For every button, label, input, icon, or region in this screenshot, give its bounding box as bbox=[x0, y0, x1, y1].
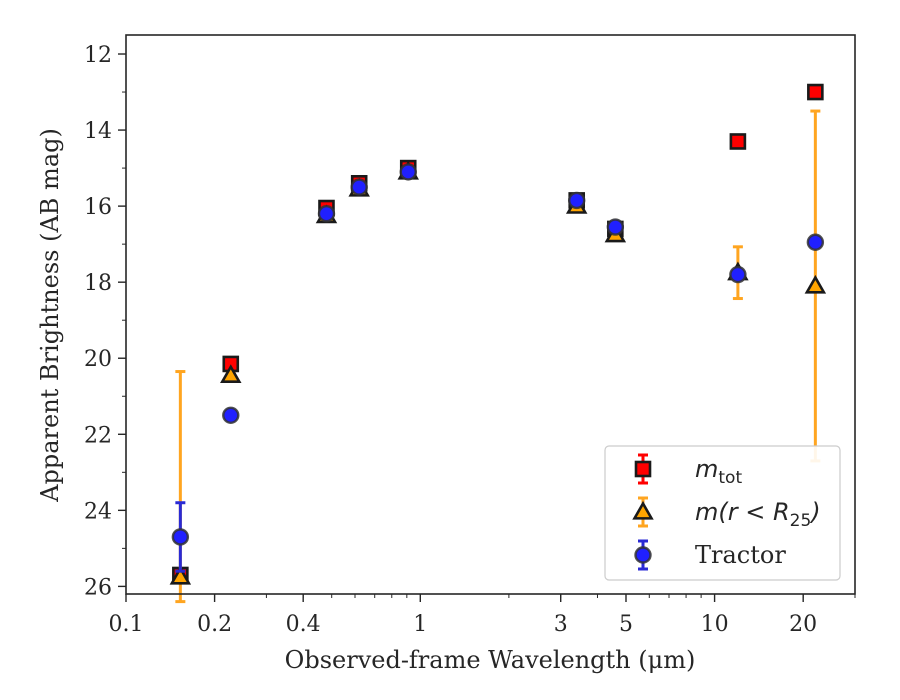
series-2-point-0 bbox=[171, 528, 190, 546]
series-2-point-3 bbox=[350, 178, 368, 196]
y-axis-label: Apparent Brightness (AB mag) bbox=[36, 128, 64, 503]
series-2-point-2 bbox=[317, 205, 336, 223]
x-tick-label-4: 3 bbox=[554, 612, 568, 637]
legend-label-2: Tractor bbox=[695, 541, 786, 569]
legend-marker-2 bbox=[634, 546, 652, 564]
series-0-point-7 bbox=[729, 133, 747, 150]
legend-label-0: mtot bbox=[695, 455, 742, 488]
x-tick-label-2: 0.4 bbox=[286, 612, 321, 637]
series-2-point-6 bbox=[606, 218, 625, 236]
x-axis-label: Observed-frame Wavelength (μm) bbox=[285, 646, 696, 674]
x-tick-label-0: 0.1 bbox=[109, 612, 144, 637]
x-tick-label-6: 10 bbox=[701, 612, 729, 637]
y-tick-label-4: 20 bbox=[84, 347, 112, 372]
series-1-point-8 bbox=[804, 274, 827, 294]
y-tick-label-1: 14 bbox=[84, 119, 112, 144]
plot-layer bbox=[169, 83, 827, 604]
x-tick-label-1: 0.2 bbox=[197, 612, 232, 637]
legend-box bbox=[604, 445, 841, 581]
y-tick-label-0: 12 bbox=[84, 43, 112, 68]
series-2-point-5 bbox=[568, 191, 586, 210]
y-tick-label-3: 18 bbox=[84, 271, 112, 296]
y-tick-label-6: 24 bbox=[84, 499, 112, 524]
legend-label-1: m(r < R25) bbox=[695, 498, 821, 531]
series-1-point-0 bbox=[169, 565, 192, 585]
legend: mtot m(r < R25) Tractor bbox=[604, 445, 841, 581]
y-tick-label-7: 26 bbox=[84, 575, 112, 600]
series-2-point-8 bbox=[806, 233, 825, 251]
series-2 bbox=[171, 163, 825, 573]
x-axis: 0.1 0.2 0.4 1 3 5 10 20 bbox=[109, 594, 856, 637]
series-1-point-1 bbox=[220, 364, 242, 384]
x-tick-label-3: 1 bbox=[413, 612, 427, 637]
series-2-point-1 bbox=[222, 406, 240, 424]
series-2-point-4 bbox=[399, 163, 417, 181]
legend-marker-1 bbox=[632, 500, 654, 520]
y-tick-label-5: 22 bbox=[84, 423, 112, 448]
x-tick-label-5: 5 bbox=[619, 612, 633, 637]
series-2-point-7 bbox=[729, 265, 747, 284]
plot-frame bbox=[125, 34, 856, 595]
series-0-point-8 bbox=[807, 83, 824, 101]
y-axis: 12 14 16 18 20 22 24 26 bbox=[84, 43, 126, 600]
y-tick-label-2: 16 bbox=[84, 195, 112, 220]
x-tick-label-7: 20 bbox=[789, 612, 817, 637]
legend-marker-0 bbox=[634, 460, 652, 478]
